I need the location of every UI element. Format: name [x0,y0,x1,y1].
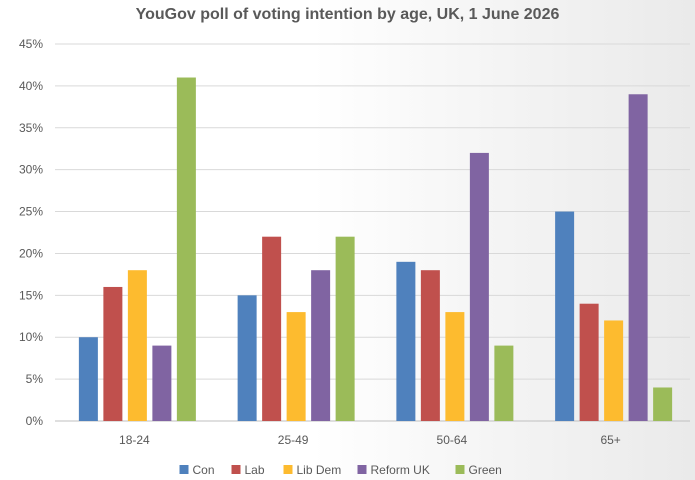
legend-label: Con [193,463,215,477]
y-axis-ticks: 0% 5% 10% 15% 20% 25% 30% 35% 40% 45% [19,37,43,428]
y-tick-label: 40% [19,79,43,93]
y-tick-label: 45% [19,37,43,51]
bar-lab-65+ [579,303,599,421]
bar-green-18-24 [176,77,196,421]
legend-label: Reform UK [371,463,430,477]
bar-green-65+ [653,387,673,421]
bar-lib-dem-50-64 [445,312,465,421]
bar-reform-uk-25-49 [311,270,331,421]
y-tick-label: 10% [19,330,43,344]
legend: Con Lab Lib Dem Reform UK Green [179,463,502,477]
bar-lab-18-24 [103,286,123,421]
legend-swatch [455,465,465,474]
bar-lib-dem-65+ [604,320,624,421]
x-tick-label: 50-64 [437,433,468,447]
bar-lab-50-64 [420,270,440,421]
bar-lib-dem-18-24 [127,270,147,421]
bar-con-50-64 [396,261,416,421]
bars [78,77,673,422]
x-tick-label: 18-24 [119,433,150,447]
legend-swatch [231,465,241,474]
legend-swatch [357,465,367,474]
y-tick-label: 20% [19,246,43,260]
y-tick-label: 15% [19,288,43,302]
legend-label: Lib Dem [297,463,342,477]
legend-swatch [179,465,189,474]
legend-label: Lab [245,463,265,477]
x-tick-label: 65+ [600,433,620,447]
bar-green-25-49 [335,236,355,421]
bar-reform-uk-18-24 [152,345,172,421]
bar-con-25-49 [237,295,257,421]
bar-reform-uk-65+ [628,94,648,422]
y-tick-label: 30% [19,163,43,177]
bar-lib-dem-25-49 [286,312,306,421]
x-axis-ticks: 18-24 25-49 50-64 65+ [119,433,621,447]
x-tick-label: 25-49 [278,433,309,447]
chart-title: YouGov poll of voting intention by age, … [135,6,560,23]
legend-swatch [283,465,293,474]
bar-green-50-64 [494,345,514,421]
bar-con-65+ [555,211,575,421]
bar-reform-uk-50-64 [469,152,489,421]
y-tick-label: 35% [19,121,43,135]
bar-lab-25-49 [262,236,282,421]
y-tick-label: 5% [26,372,44,386]
y-tick-label: 0% [26,414,44,428]
y-tick-label: 25% [19,205,43,219]
legend-label: Green [469,463,502,477]
bar-con-18-24 [78,337,98,421]
